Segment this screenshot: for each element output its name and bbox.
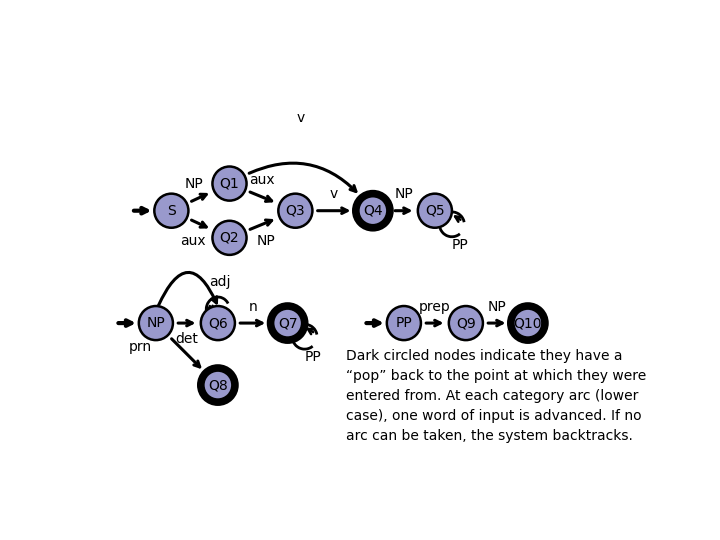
Text: PP: PP — [452, 238, 469, 252]
Text: Q2: Q2 — [220, 231, 239, 245]
Text: Q5: Q5 — [425, 204, 445, 218]
Text: Q9: Q9 — [456, 316, 476, 330]
Text: NP: NP — [146, 316, 166, 330]
Circle shape — [154, 194, 189, 228]
Text: aux: aux — [250, 173, 275, 187]
Text: Q1: Q1 — [220, 177, 239, 191]
Text: prn: prn — [129, 340, 152, 354]
Text: NP: NP — [395, 187, 413, 201]
Text: Q10: Q10 — [513, 316, 542, 330]
Circle shape — [212, 166, 246, 201]
Text: aux: aux — [180, 234, 205, 247]
Circle shape — [212, 221, 246, 255]
Text: v: v — [330, 187, 338, 201]
Text: Q6: Q6 — [208, 316, 228, 330]
Text: PP: PP — [305, 350, 322, 365]
Circle shape — [271, 306, 305, 340]
Text: n: n — [248, 300, 257, 314]
Circle shape — [201, 306, 235, 340]
Circle shape — [387, 306, 421, 340]
Text: NP: NP — [257, 234, 276, 248]
Circle shape — [356, 194, 390, 228]
Text: Q4: Q4 — [363, 204, 383, 218]
Text: det: det — [176, 333, 198, 346]
Circle shape — [201, 368, 235, 402]
Circle shape — [510, 306, 545, 340]
Circle shape — [449, 306, 483, 340]
Text: Q7: Q7 — [278, 316, 297, 330]
Text: PP: PP — [395, 316, 413, 330]
Circle shape — [418, 194, 452, 228]
Text: prep: prep — [419, 300, 451, 314]
Text: Dark circled nodes indicate they have a
“pop” back to the point at which they we: Dark circled nodes indicate they have a … — [346, 349, 646, 443]
Text: Q3: Q3 — [286, 204, 305, 218]
Text: v: v — [297, 111, 305, 125]
Text: NP: NP — [487, 300, 506, 314]
Text: S: S — [167, 204, 176, 218]
Circle shape — [139, 306, 173, 340]
Text: NP: NP — [185, 177, 204, 191]
Text: adj: adj — [209, 275, 230, 289]
Circle shape — [279, 194, 312, 228]
Text: Q8: Q8 — [208, 378, 228, 392]
